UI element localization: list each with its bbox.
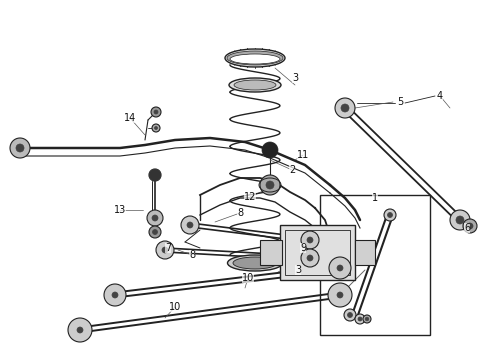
Circle shape: [341, 104, 349, 112]
Circle shape: [187, 222, 193, 228]
Circle shape: [152, 124, 160, 132]
Circle shape: [384, 209, 396, 221]
Circle shape: [388, 212, 392, 217]
Text: 10: 10: [242, 273, 254, 283]
Circle shape: [344, 309, 356, 321]
Ellipse shape: [230, 54, 280, 64]
Circle shape: [467, 223, 473, 229]
Circle shape: [355, 314, 365, 324]
Circle shape: [358, 317, 362, 321]
Text: 8: 8: [189, 250, 195, 260]
Circle shape: [260, 175, 280, 195]
Text: 4: 4: [437, 91, 443, 101]
Circle shape: [328, 283, 352, 307]
Circle shape: [307, 255, 313, 261]
Bar: [320, 195, 430, 335]
Circle shape: [68, 318, 92, 342]
Circle shape: [10, 138, 30, 158]
Text: 3: 3: [295, 265, 301, 275]
Circle shape: [262, 142, 278, 158]
Circle shape: [181, 216, 199, 234]
Circle shape: [456, 216, 464, 224]
Text: 2: 2: [289, 165, 295, 175]
Circle shape: [77, 327, 83, 333]
Text: 7: 7: [165, 243, 171, 253]
Ellipse shape: [227, 51, 283, 65]
Circle shape: [149, 169, 161, 181]
Circle shape: [152, 230, 157, 234]
Circle shape: [301, 231, 319, 249]
Circle shape: [337, 265, 343, 271]
Text: 5: 5: [397, 97, 403, 107]
Text: 12: 12: [244, 192, 256, 202]
Ellipse shape: [229, 78, 281, 92]
Text: 11: 11: [297, 150, 309, 160]
Circle shape: [337, 292, 343, 298]
Circle shape: [104, 284, 126, 306]
Ellipse shape: [234, 80, 276, 90]
Circle shape: [112, 292, 118, 298]
Circle shape: [363, 315, 371, 323]
Circle shape: [365, 317, 369, 321]
Circle shape: [156, 241, 174, 259]
Circle shape: [450, 210, 470, 230]
Circle shape: [347, 312, 352, 318]
Circle shape: [147, 210, 163, 226]
Ellipse shape: [227, 255, 283, 271]
Bar: [280, 225, 355, 280]
Bar: [285, 230, 350, 275]
Text: 8: 8: [237, 208, 243, 218]
Circle shape: [154, 110, 158, 114]
Text: 1: 1: [372, 193, 378, 203]
Circle shape: [16, 144, 24, 152]
Bar: [355, 240, 375, 265]
Circle shape: [162, 247, 168, 253]
Circle shape: [463, 219, 477, 233]
Text: 6: 6: [464, 223, 470, 233]
Circle shape: [151, 107, 161, 117]
Text: 14: 14: [124, 113, 136, 123]
Circle shape: [149, 226, 161, 238]
Circle shape: [152, 215, 158, 221]
Circle shape: [266, 181, 274, 189]
Circle shape: [301, 249, 319, 267]
Bar: [260, 240, 282, 265]
Circle shape: [154, 126, 157, 130]
Text: 13: 13: [114, 205, 126, 215]
Ellipse shape: [225, 49, 285, 67]
Circle shape: [335, 98, 355, 118]
Ellipse shape: [233, 257, 277, 269]
Text: 10: 10: [169, 302, 181, 312]
Text: 3: 3: [292, 73, 298, 83]
Circle shape: [329, 257, 351, 279]
Circle shape: [307, 237, 313, 243]
Text: 9: 9: [300, 243, 306, 253]
